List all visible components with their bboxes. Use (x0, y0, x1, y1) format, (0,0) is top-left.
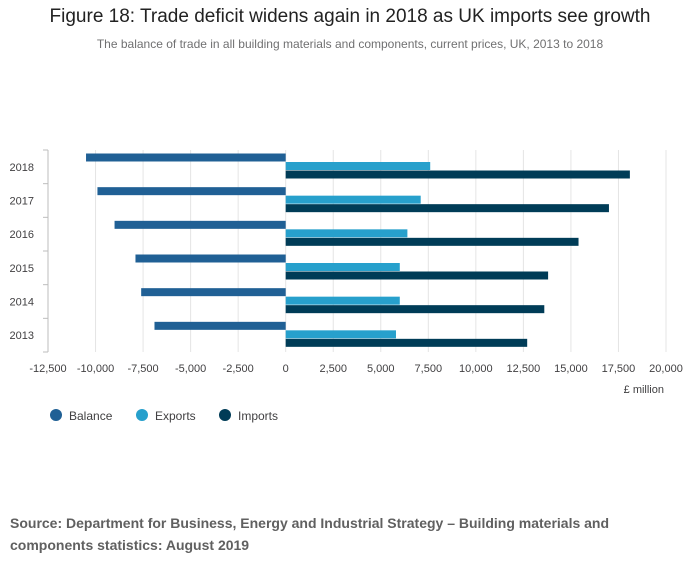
bar-exports-2017[interactable] (285, 195, 421, 204)
bar-exports-2013[interactable] (285, 330, 396, 339)
chart-subtitle: The balance of trade in all building mat… (96, 37, 604, 51)
bar-imports-2016[interactable] (285, 237, 579, 246)
x-tick-label: 10,000 (459, 363, 493, 375)
bar-balance-2016[interactable] (114, 220, 286, 229)
source-note: Source: Department for Business, Energy … (10, 515, 610, 553)
chart-area: -12,500 -10,000 -7,500 -5,000 -2,500 0 2,500 5,… (10, 149, 683, 423)
x-tick-label: 17,500 (602, 363, 636, 375)
x-tick-label: -2,500 (223, 363, 254, 375)
legend-swatch (219, 409, 231, 421)
x-tick-label: -7,500 (127, 363, 158, 375)
x-tick-label: 2,500 (319, 363, 347, 375)
legend-label: Imports (238, 409, 278, 423)
y-tick-label: 2016 (10, 229, 34, 241)
bar-exports-2018[interactable] (285, 162, 431, 170)
x-tick-label: 7,500 (415, 363, 443, 375)
legend-label: Balance (69, 409, 113, 423)
legend[interactable]: Balance Exports Imports (50, 409, 278, 423)
bar-exports-2014[interactable] (285, 296, 400, 305)
x-tick-label: 0 (283, 363, 289, 375)
bar-imports-2017[interactable] (285, 204, 609, 213)
x-tick-label: 15,000 (554, 363, 588, 375)
x-tick-label: -12,500 (29, 363, 66, 375)
x-tick-label: 20,000 (649, 363, 683, 375)
y-tick-label: 2015 (10, 263, 34, 275)
legend-swatch (136, 409, 148, 421)
bar-balance-2013[interactable] (154, 321, 286, 330)
bar-imports-2015[interactable] (285, 271, 549, 280)
gridlines (47, 150, 667, 352)
legend-item-exports[interactable]: Exports (136, 409, 196, 423)
x-tick-label: -10,000 (77, 363, 114, 375)
legend-swatch (50, 409, 62, 421)
chart-title: Figure 18: Trade deficit widens again in… (49, 6, 651, 27)
bar-imports-2014[interactable] (285, 305, 545, 314)
bars (86, 153, 630, 347)
bar-imports-2018[interactable] (285, 170, 630, 179)
y-tick-label: 2018 (10, 162, 34, 174)
x-tick-label: -5,000 (175, 363, 206, 375)
legend-item-imports[interactable]: Imports (219, 409, 278, 423)
y-tick-label: 2013 (10, 330, 34, 342)
bar-balance-2017[interactable] (97, 187, 286, 196)
bar-balance-2015[interactable] (135, 254, 286, 263)
bar-balance-2018[interactable] (86, 153, 286, 162)
legend-item-balance[interactable]: Balance (50, 409, 113, 423)
x-tick-label: 12,500 (507, 363, 541, 375)
legend-label: Exports (155, 409, 196, 423)
axes: -12,500 -10,000 -7,500 -5,000 -2,500 0 2,500 5,… (10, 149, 683, 396)
x-tick-label: 5,000 (367, 363, 395, 375)
bar-exports-2016[interactable] (285, 229, 408, 238)
bar-balance-2014[interactable] (141, 288, 286, 297)
x-axis-title: £ million (624, 384, 664, 396)
y-tick-label: 2017 (10, 196, 34, 208)
y-tick-label: 2014 (10, 297, 34, 309)
bar-exports-2015[interactable] (285, 263, 400, 271)
bar-imports-2013[interactable] (285, 338, 528, 347)
